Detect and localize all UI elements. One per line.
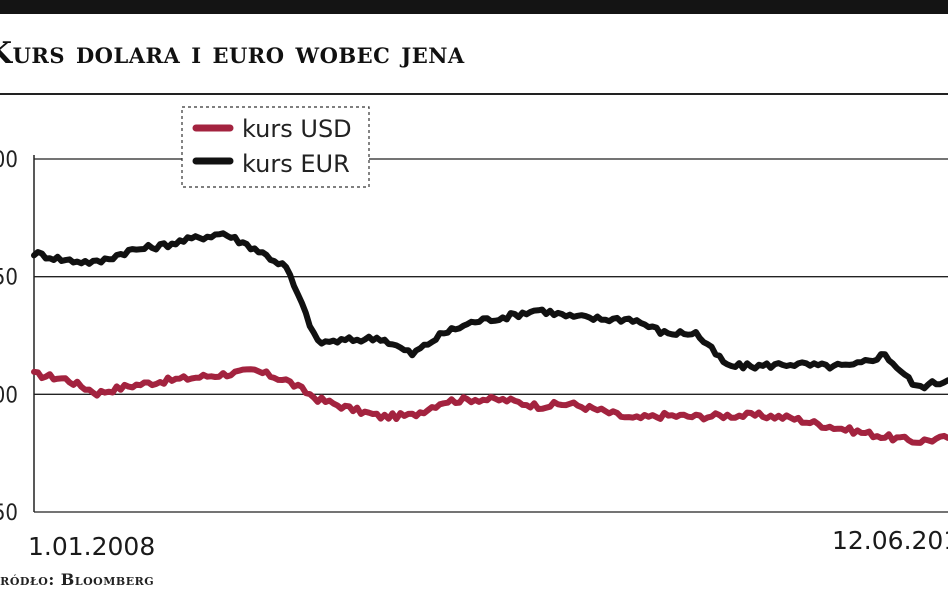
legend-label-usd: kurs USD xyxy=(242,115,352,143)
series-lines xyxy=(31,230,948,446)
x-tick-start: 1.01.2008 xyxy=(28,532,155,561)
source-note: Źródło: Bloomberg xyxy=(0,570,155,589)
legend: kurs USD kurs EUR xyxy=(181,106,370,188)
y-tick-label-100: 100 xyxy=(0,383,18,408)
top-bar xyxy=(0,0,948,14)
x-axis: 1.01.2008 12.06.2010 xyxy=(28,526,948,561)
y-tick-label-150: 150 xyxy=(0,266,18,291)
title-rule xyxy=(0,93,948,95)
y-tick-label-200: 200 xyxy=(0,148,18,173)
x-tick-end: 12.06.2010 xyxy=(832,526,948,555)
legend-label-eur: kurs EUR xyxy=(242,150,350,178)
y-axis: 200 150 100 50 xyxy=(0,148,18,526)
legend-box xyxy=(181,106,370,188)
gridlines xyxy=(34,158,948,513)
series-line-usd xyxy=(31,366,948,446)
series-line-eur xyxy=(31,230,948,392)
y-tick-label-50: 50 xyxy=(0,501,18,526)
chart-title: Kurs dolara i euro wobec jena xyxy=(0,36,465,71)
